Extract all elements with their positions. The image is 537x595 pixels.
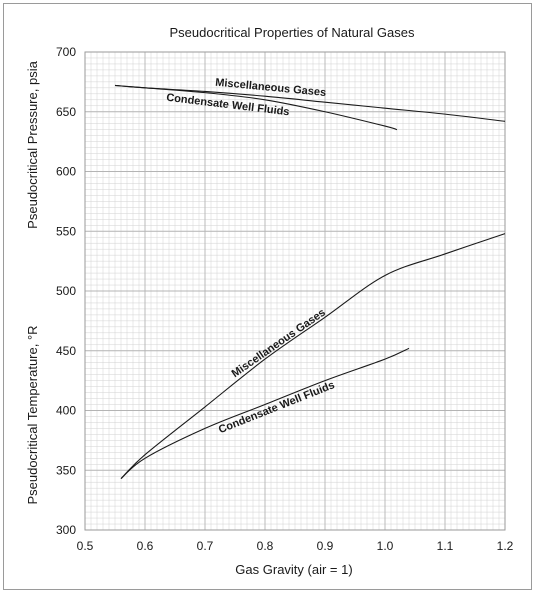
- y-tick-label: 500: [56, 284, 76, 298]
- x-tick-label: 1.2: [497, 539, 514, 553]
- plot-border: [84, 51, 506, 531]
- label-condensate-pressure: Condensate Well Fluids: [166, 92, 290, 119]
- x-tick-label: 0.8: [257, 539, 274, 553]
- curve-condensate-temperature: [120, 347, 410, 480]
- x-tick-label: 0.9: [317, 539, 334, 553]
- y-axis-label-temperature: Pseudocritical Temperature, °R: [25, 325, 40, 504]
- x-tick-labels: 0.5 0.6 0.7 0.8 0.9 1.0 1.1 1.2: [77, 539, 514, 553]
- x-tick-label: 1.0: [377, 539, 394, 553]
- y-tick-label: 650: [56, 105, 76, 119]
- curve-misc-gases-temperature: [120, 233, 506, 480]
- x-tick-label: 0.7: [197, 539, 214, 553]
- y-tick-label: 350: [56, 463, 76, 477]
- y-tick-label: 700: [56, 45, 76, 59]
- x-tick-label: 0.6: [137, 539, 154, 553]
- y-tick-label: 400: [56, 404, 76, 418]
- y-tick-label: 300: [56, 523, 76, 537]
- x-tick-label: 0.5: [77, 539, 94, 553]
- chart-title: Pseudocritical Properties of Natural Gas…: [170, 25, 415, 40]
- y-axis-label-pressure: Pseudocritical Pressure, psia: [25, 60, 40, 228]
- y-tick-labels: 300 350 400 450 500 550 600 650 700: [56, 45, 76, 537]
- curve-condensate-pressure: [114, 84, 398, 131]
- curves: [114, 84, 506, 480]
- x-tick-label: 1.1: [437, 539, 454, 553]
- x-axis-label: Gas Gravity (air = 1): [235, 562, 352, 577]
- y-tick-label: 550: [56, 224, 76, 238]
- y-tick-label: 450: [56, 344, 76, 358]
- y-tick-label: 600: [56, 165, 76, 179]
